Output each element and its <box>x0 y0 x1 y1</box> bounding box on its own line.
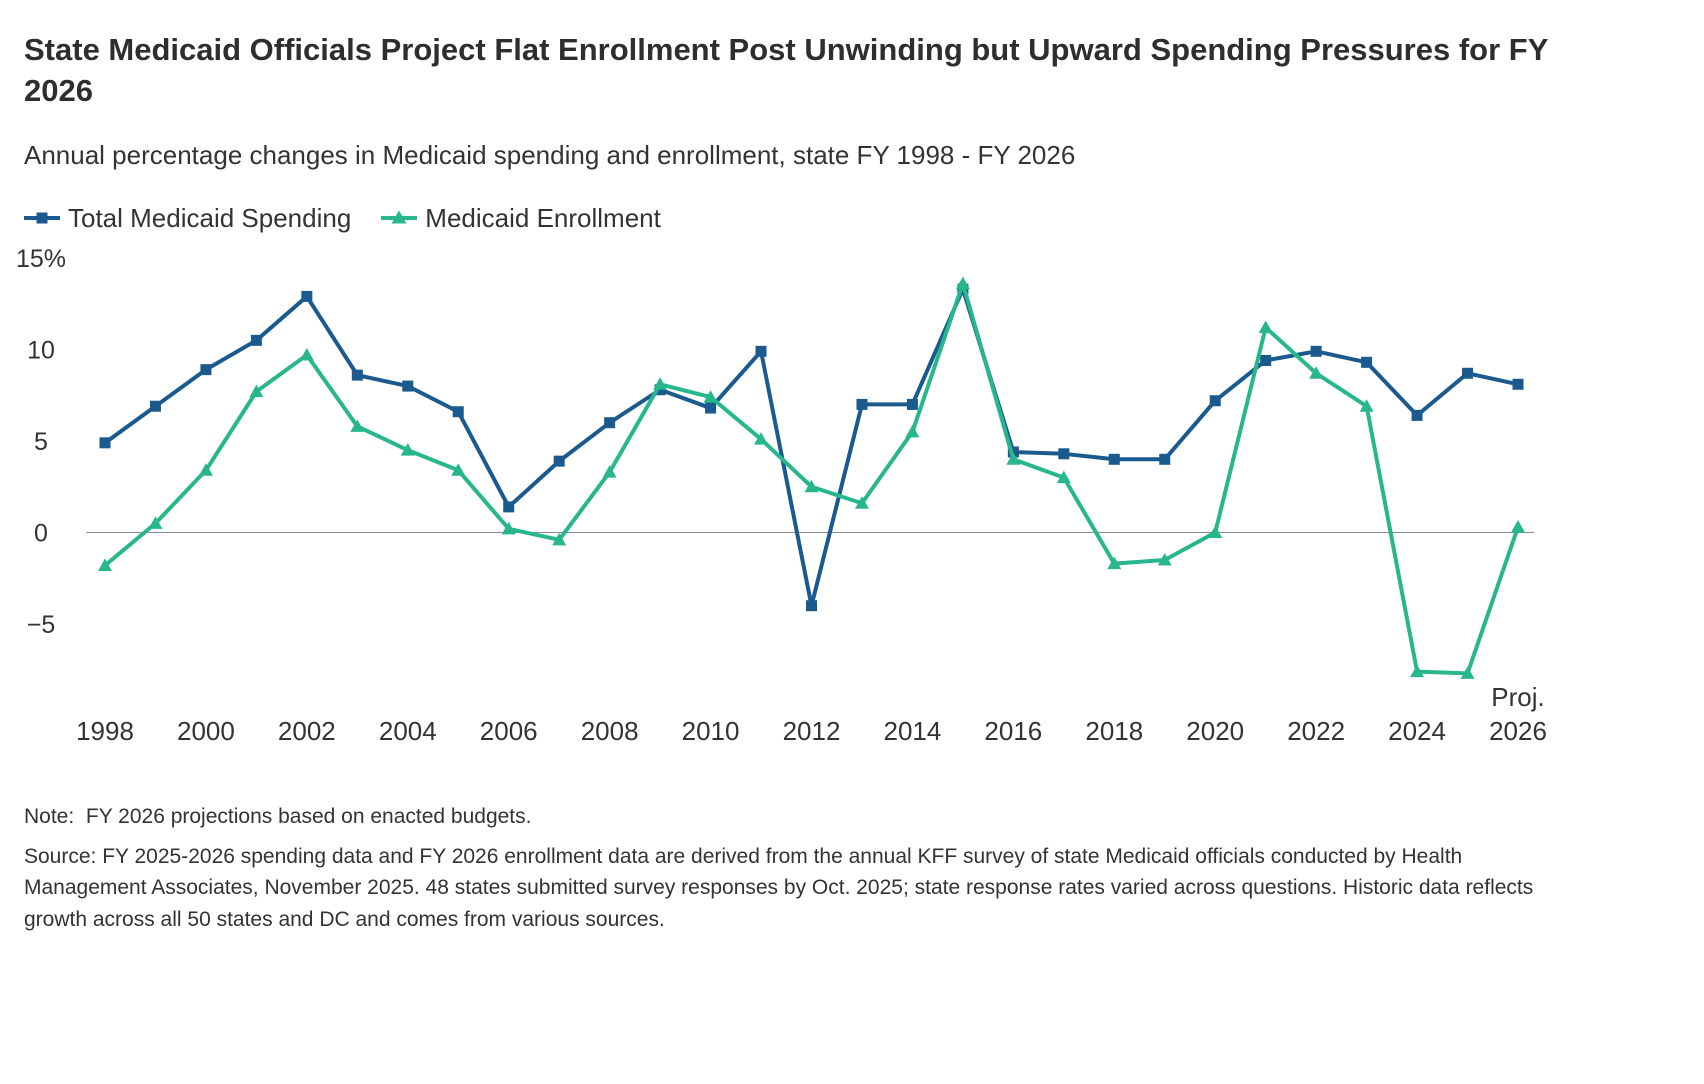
y-tick-label: 15% <box>16 245 66 273</box>
x-axis-labels: 1998 2000 2002 2004 2006 2008 2010 2012 2014 2016… <box>76 682 1547 746</box>
triangle-marker <box>400 442 415 456</box>
square-marker <box>1260 354 1272 366</box>
legend-label-spending: Total Medicaid Spending <box>68 202 352 233</box>
x-tick-label: 2014 <box>884 716 942 746</box>
legend-label-enrollment: Medicaid Enrollment <box>425 202 661 233</box>
triangle-marker <box>98 558 112 571</box>
square-marker <box>604 417 616 429</box>
square-marker <box>1209 395 1221 407</box>
x-tick-label: 2012 <box>783 716 841 746</box>
triangle-marker <box>1309 366 1324 379</box>
triangle-marker <box>501 521 516 535</box>
square-marker <box>452 406 464 418</box>
x-tick-label: 2022 <box>1287 716 1345 746</box>
triangle-marker <box>1056 470 1071 483</box>
square-marker <box>806 600 817 612</box>
square-marker <box>1361 356 1373 368</box>
triangle-marker <box>754 431 769 445</box>
square-marker <box>149 400 161 412</box>
x-tick-label: 2026 <box>1489 716 1547 746</box>
triangle-marker <box>1258 320 1273 333</box>
triangle-marker <box>703 389 718 403</box>
source-text: Source: FY 2025-2026 spending data and F… <box>24 844 1534 931</box>
triangle-marker <box>249 384 264 397</box>
triangle-marker <box>1006 452 1021 465</box>
triangle-marker <box>1460 666 1475 679</box>
square-marker <box>402 380 414 392</box>
square-marker <box>1108 453 1120 465</box>
chart-page: State Medicaid Officials Project Flat En… <box>0 32 1704 931</box>
y-tick-label: 10 <box>27 336 55 364</box>
y-tick-label: 0 <box>34 519 48 547</box>
x-tick-label: 2016 <box>984 716 1042 746</box>
x-tick-label: 2020 <box>1186 716 1244 746</box>
triangle-marker <box>451 463 466 476</box>
square-marker <box>99 437 111 449</box>
chart-title: State Medicaid Officials Project Flat En… <box>24 32 1548 108</box>
square-marker <box>351 369 363 381</box>
square-marker <box>1462 367 1474 379</box>
triangle-marker <box>602 464 617 478</box>
spending-line-square-icon <box>24 212 60 224</box>
square-marker <box>301 290 313 302</box>
chart-subtitle: Annual percentage changes in Medicaid sp… <box>24 139 1076 170</box>
square-marker <box>1411 409 1423 421</box>
triangle-marker <box>299 347 314 361</box>
x-tick-label: 2006 <box>480 716 538 746</box>
chart-area: 15% 10 5 0 −5 1998 2000 2002 2004 2006 2008 2010 201… <box>0 240 1704 765</box>
note-text: Note: FY 2026 projections based on enact… <box>24 804 532 828</box>
triangle-marker <box>350 419 365 432</box>
chart-legend: Total Medicaid Spending Medicaid Enrollm… <box>24 203 1680 234</box>
y-tick-label: −5 <box>27 611 56 639</box>
square-marker <box>906 398 918 410</box>
square-marker <box>1512 378 1524 390</box>
square-marker <box>1007 446 1019 458</box>
triangle-marker <box>1410 664 1425 677</box>
triangle-marker <box>955 276 970 289</box>
square-marker <box>553 455 565 467</box>
y-tick-label: 5 <box>34 428 48 456</box>
projection-label: Proj. <box>1491 682 1544 712</box>
triangle-marker <box>1107 556 1122 569</box>
x-tick-label: 2010 <box>682 716 740 746</box>
square-marker <box>503 501 515 513</box>
square-marker <box>1159 453 1171 465</box>
legend-item-medicaid-enrollment[interactable]: Medicaid Enrollment <box>381 203 661 234</box>
square-marker <box>250 334 262 346</box>
square-marker <box>1310 345 1322 357</box>
x-tick-label: 2024 <box>1388 716 1446 746</box>
square-marker <box>200 363 212 375</box>
square-marker <box>705 402 717 414</box>
x-tick-label: 2008 <box>581 716 639 746</box>
triangle-marker <box>905 424 920 438</box>
square-marker <box>1058 448 1070 460</box>
series-line <box>103 286 1520 608</box>
triangle-marker <box>804 479 819 493</box>
triangle-marker <box>854 496 869 509</box>
line-chart: 15% 10 5 0 −5 1998 2000 2002 2004 2006 2008 2010 201… <box>16 245 1547 746</box>
enrollment-line-triangle-icon <box>381 210 418 224</box>
enrollment-series <box>98 276 1525 679</box>
triangle-marker <box>1157 552 1172 566</box>
legend-item-total-medicaid-spending[interactable]: Total Medicaid Spending <box>24 203 351 234</box>
x-tick-label: 1998 <box>76 716 134 746</box>
triangle-marker <box>1511 519 1525 533</box>
series-line <box>103 281 1520 676</box>
x-tick-label: 2004 <box>379 716 437 746</box>
triangle-marker <box>653 377 668 390</box>
triangle-marker <box>1208 525 1223 538</box>
square-marker <box>755 345 767 357</box>
triangle-marker <box>198 463 213 476</box>
y-axis-labels: 15% 10 5 0 −5 <box>16 245 66 639</box>
spending-series <box>99 283 1524 612</box>
x-tick-label: 2000 <box>177 716 235 746</box>
square-marker <box>856 398 868 410</box>
triangle-marker <box>1359 399 1374 412</box>
triangle-marker <box>552 532 567 546</box>
triangle-marker <box>148 516 163 529</box>
x-tick-label: 2002 <box>278 716 336 746</box>
x-tick-label: 2018 <box>1085 716 1143 746</box>
